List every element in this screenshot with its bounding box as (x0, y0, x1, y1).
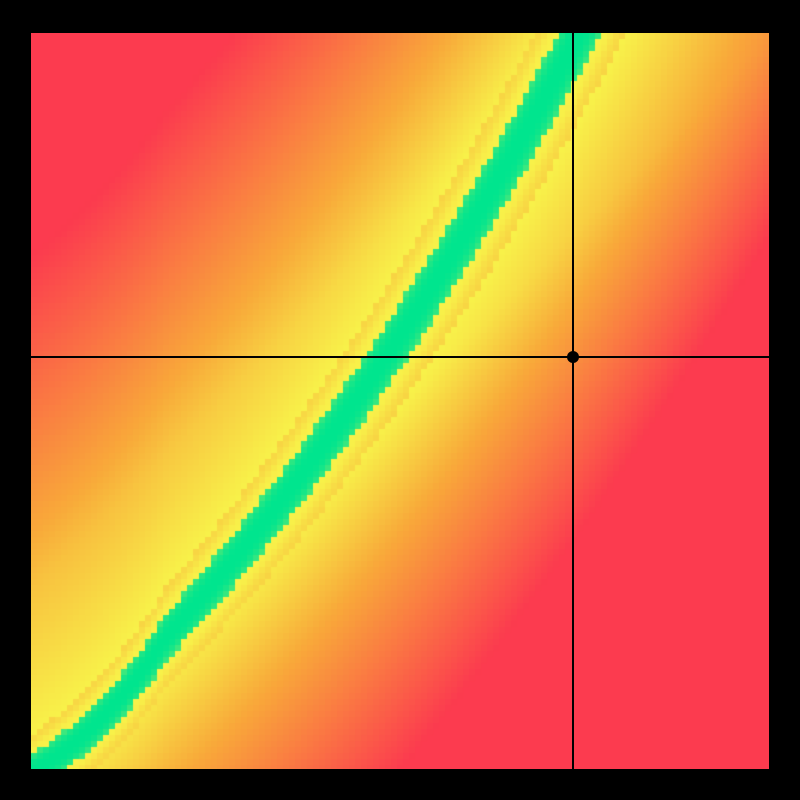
frame-border-left (0, 0, 31, 800)
crosshair-horizontal (31, 356, 769, 358)
frame-border-right (769, 0, 800, 800)
crosshair-vertical (572, 33, 574, 769)
chart-frame: TheBottleneck.com (0, 0, 800, 800)
frame-border-bottom (0, 769, 800, 800)
heatmap-plot (31, 33, 769, 769)
heatmap-canvas (31, 33, 769, 769)
frame-border-top (0, 0, 800, 33)
